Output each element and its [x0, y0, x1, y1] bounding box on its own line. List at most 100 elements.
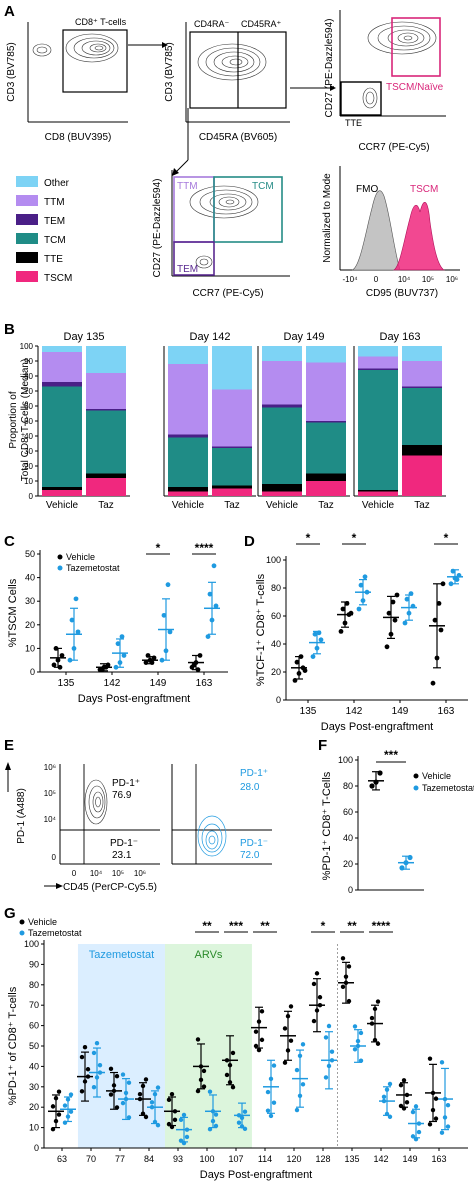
- data-point: [384, 1087, 390, 1092]
- legend-label-tscm: TSCM: [44, 273, 72, 284]
- data-point: [213, 1112, 219, 1117]
- data-point: [211, 563, 217, 569]
- data-point: [445, 1124, 451, 1129]
- data-point: [387, 1114, 393, 1119]
- data-point: [403, 860, 409, 866]
- legend-label-vehicle: Vehicle: [66, 552, 95, 562]
- data-point: [348, 610, 354, 616]
- axis-label-y: CD3 (BV785): [6, 42, 17, 101]
- bar-segment-tem: [86, 409, 126, 411]
- y-tick-label: 40: [24, 432, 33, 441]
- data-point: [394, 592, 400, 598]
- data-point: [433, 1096, 439, 1101]
- data-point: [227, 1080, 233, 1085]
- data-point: [201, 1084, 207, 1089]
- data-point: [184, 1134, 190, 1140]
- legend-label-tem: TEM: [44, 216, 65, 227]
- legend-dot-vehicle: [19, 919, 25, 925]
- panel-a-plot-cd8-gate: CD8⁺ T-cells CD8 (BUV395) CD3 (BV785): [6, 17, 128, 143]
- bar-segment-ttm: [358, 356, 398, 369]
- axis-label-y: PD-1 (A488): [16, 788, 27, 844]
- data-point: [59, 653, 65, 658]
- tick-label: 10⁵: [44, 789, 56, 798]
- data-point: [296, 671, 302, 676]
- y-tick-label: 60: [343, 807, 353, 817]
- data-point: [311, 981, 317, 987]
- gate-label-tte: TTE: [345, 118, 362, 128]
- significance-label: *: [321, 919, 326, 933]
- bar-segment-ttm: [262, 361, 302, 405]
- data-point: [198, 1064, 204, 1069]
- bar-segment-tem: [168, 434, 208, 438]
- data-point: [178, 1138, 184, 1143]
- data-point: [375, 999, 381, 1004]
- data-point: [151, 655, 157, 661]
- data-point: [209, 617, 215, 623]
- data-point: [369, 1021, 375, 1026]
- data-point: [126, 1115, 132, 1120]
- gate-label-tem: TEM: [177, 264, 198, 275]
- data-point: [268, 1076, 274, 1082]
- contour-cluster-taz: [197, 815, 227, 857]
- y-tick-label: 0: [34, 1143, 39, 1153]
- data-point: [114, 1073, 120, 1079]
- x-tick-label: 120: [286, 1154, 301, 1164]
- legend-dot-taz: [19, 930, 25, 936]
- y-tick-label: 30: [24, 447, 33, 456]
- pd1-pos-value-taz: 28.0: [240, 782, 260, 793]
- legend-label-taz: Tazemetostat: [422, 783, 474, 793]
- data-point: [292, 678, 298, 683]
- significance-label: ****: [195, 541, 214, 555]
- data-point: [436, 601, 442, 606]
- gate-label: CD8⁺ T-cells: [75, 17, 127, 27]
- data-point: [163, 648, 169, 654]
- data-point: [362, 574, 368, 580]
- data-point: [282, 1026, 288, 1031]
- tick-label: 10⁶: [446, 275, 458, 284]
- data-point: [442, 1115, 448, 1120]
- bar-category-label: Vehicle: [172, 500, 205, 511]
- y-tick-label: 20: [343, 859, 353, 869]
- x-tick-label: 128: [315, 1154, 330, 1164]
- legend-label-taz: Tazemetostat: [66, 563, 120, 573]
- data-point: [294, 659, 300, 665]
- bar-segment-tte: [168, 487, 208, 492]
- y-tick-label: 100: [266, 555, 281, 565]
- data-point: [167, 629, 173, 635]
- data-point: [236, 1120, 242, 1125]
- data-point: [117, 660, 123, 665]
- data-point: [387, 1081, 393, 1087]
- data-point: [210, 1118, 216, 1124]
- axis-label-x: Days Post-engraftment: [321, 721, 434, 733]
- legend-label-taz: Tazemetostat: [28, 928, 82, 938]
- axis-label-x: CCR7 (PE-Cy5): [358, 142, 429, 153]
- bar-segment-tem: [402, 386, 442, 388]
- data-point: [355, 1043, 361, 1049]
- bar-segment-tscm: [402, 455, 442, 496]
- axis-label-x: CD8 (BUV395): [45, 132, 112, 143]
- pd1-neg-label-taz: PD-1⁻: [240, 838, 268, 849]
- axis-label-x: CCR7 (PE-Cy5): [192, 288, 263, 299]
- data-point: [113, 664, 119, 670]
- bar-segment-ttm: [402, 361, 442, 387]
- data-point: [404, 1092, 410, 1098]
- bar-segment-tte: [262, 484, 302, 492]
- data-point: [358, 1030, 364, 1036]
- pd1-neg-value-taz: 72.0: [240, 850, 260, 861]
- y-tick-label: 80: [24, 372, 33, 381]
- data-point: [239, 1115, 245, 1121]
- data-point: [259, 1009, 265, 1014]
- x-tick-label: 84: [144, 1154, 154, 1164]
- y-tick-label: 0: [348, 885, 353, 895]
- y-tick-label: 60: [24, 402, 33, 411]
- panel-c-tscm-scatter: 0 10 20 30 40 50 135 142 149 * 163 **** %TSCM Cells D…: [7, 541, 228, 705]
- data-point: [402, 620, 408, 626]
- tick-label: 10⁶: [44, 763, 56, 772]
- data-point: [442, 1096, 448, 1102]
- data-point: [143, 660, 149, 665]
- data-point: [207, 1127, 213, 1132]
- data-point: [53, 1118, 59, 1124]
- legend-swatch-tte: [16, 252, 38, 263]
- data-point: [430, 1090, 436, 1096]
- data-point: [165, 582, 171, 588]
